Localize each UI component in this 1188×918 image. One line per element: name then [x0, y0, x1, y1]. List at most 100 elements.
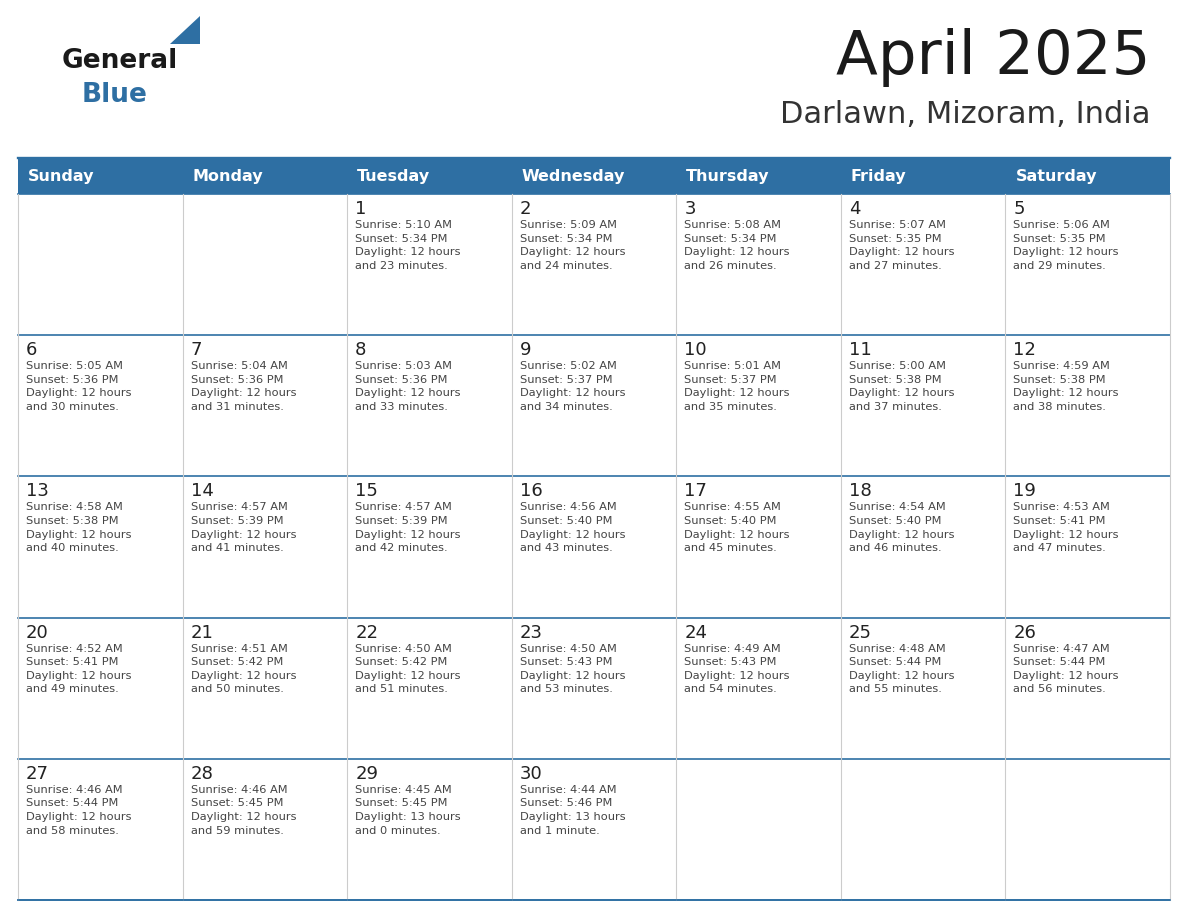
Text: April 2025: April 2025 [835, 28, 1150, 87]
Text: Sunrise: 5:00 AM
Sunset: 5:38 PM
Daylight: 12 hours
and 37 minutes.: Sunrise: 5:00 AM Sunset: 5:38 PM Dayligh… [849, 361, 954, 412]
Text: Sunrise: 5:06 AM
Sunset: 5:35 PM
Daylight: 12 hours
and 29 minutes.: Sunrise: 5:06 AM Sunset: 5:35 PM Dayligh… [1013, 220, 1119, 271]
Text: 13: 13 [26, 482, 49, 500]
Bar [347, 476, 512, 618]
Text: 9: 9 [519, 341, 531, 359]
Bar [512, 476, 676, 618]
Text: 5: 5 [1013, 200, 1025, 218]
Bar [841, 618, 1005, 759]
Bar [18, 476, 183, 618]
Text: Sunrise: 5:02 AM
Sunset: 5:37 PM
Daylight: 12 hours
and 34 minutes.: Sunrise: 5:02 AM Sunset: 5:37 PM Dayligh… [519, 361, 625, 412]
Bar [512, 194, 676, 335]
Text: 28: 28 [190, 765, 214, 783]
Text: 17: 17 [684, 482, 707, 500]
Text: Sunrise: 4:53 AM
Sunset: 5:41 PM
Daylight: 12 hours
and 47 minutes.: Sunrise: 4:53 AM Sunset: 5:41 PM Dayligh… [1013, 502, 1119, 554]
Bar [1005, 759, 1170, 900]
Text: Sunrise: 5:03 AM
Sunset: 5:36 PM
Daylight: 12 hours
and 33 minutes.: Sunrise: 5:03 AM Sunset: 5:36 PM Dayligh… [355, 361, 461, 412]
Text: 7: 7 [190, 341, 202, 359]
Text: Sunrise: 5:07 AM
Sunset: 5:35 PM
Daylight: 12 hours
and 27 minutes.: Sunrise: 5:07 AM Sunset: 5:35 PM Dayligh… [849, 220, 954, 271]
Text: 6: 6 [26, 341, 37, 359]
Text: Sunrise: 4:51 AM
Sunset: 5:42 PM
Daylight: 12 hours
and 50 minutes.: Sunrise: 4:51 AM Sunset: 5:42 PM Dayligh… [190, 644, 296, 694]
Text: Sunrise: 5:09 AM
Sunset: 5:34 PM
Daylight: 12 hours
and 24 minutes.: Sunrise: 5:09 AM Sunset: 5:34 PM Dayligh… [519, 220, 625, 271]
Bar [841, 194, 1005, 335]
Text: 3: 3 [684, 200, 696, 218]
Bar [676, 158, 841, 194]
Bar [841, 335, 1005, 476]
Text: Friday: Friday [851, 169, 906, 184]
Text: Sunrise: 4:46 AM
Sunset: 5:45 PM
Daylight: 12 hours
and 59 minutes.: Sunrise: 4:46 AM Sunset: 5:45 PM Dayligh… [190, 785, 296, 835]
Bar [18, 618, 183, 759]
Text: Sunrise: 4:50 AM
Sunset: 5:42 PM
Daylight: 12 hours
and 51 minutes.: Sunrise: 4:50 AM Sunset: 5:42 PM Dayligh… [355, 644, 461, 694]
Text: 11: 11 [849, 341, 872, 359]
Bar [512, 335, 676, 476]
Text: Sunrise: 4:45 AM
Sunset: 5:45 PM
Daylight: 13 hours
and 0 minutes.: Sunrise: 4:45 AM Sunset: 5:45 PM Dayligh… [355, 785, 461, 835]
Text: Saturday: Saturday [1016, 169, 1097, 184]
Bar [1005, 335, 1170, 476]
Bar [841, 476, 1005, 618]
Text: 10: 10 [684, 341, 707, 359]
Bar [183, 618, 347, 759]
Text: Sunrise: 5:10 AM
Sunset: 5:34 PM
Daylight: 12 hours
and 23 minutes.: Sunrise: 5:10 AM Sunset: 5:34 PM Dayligh… [355, 220, 461, 271]
Bar [676, 476, 841, 618]
Bar [841, 759, 1005, 900]
Text: Sunrise: 4:56 AM
Sunset: 5:40 PM
Daylight: 12 hours
and 43 minutes.: Sunrise: 4:56 AM Sunset: 5:40 PM Dayligh… [519, 502, 625, 554]
Text: 2: 2 [519, 200, 531, 218]
Bar [676, 335, 841, 476]
Text: Sunrise: 5:08 AM
Sunset: 5:34 PM
Daylight: 12 hours
and 26 minutes.: Sunrise: 5:08 AM Sunset: 5:34 PM Dayligh… [684, 220, 790, 271]
Text: Sunrise: 5:04 AM
Sunset: 5:36 PM
Daylight: 12 hours
and 31 minutes.: Sunrise: 5:04 AM Sunset: 5:36 PM Dayligh… [190, 361, 296, 412]
Text: 18: 18 [849, 482, 872, 500]
Bar [1005, 618, 1170, 759]
Text: Sunrise: 4:54 AM
Sunset: 5:40 PM
Daylight: 12 hours
and 46 minutes.: Sunrise: 4:54 AM Sunset: 5:40 PM Dayligh… [849, 502, 954, 554]
Text: 4: 4 [849, 200, 860, 218]
Text: Blue: Blue [82, 82, 147, 108]
Bar [347, 759, 512, 900]
Text: 20: 20 [26, 623, 49, 642]
Bar [347, 194, 512, 335]
Bar [183, 158, 347, 194]
Polygon shape [170, 16, 200, 44]
Text: 29: 29 [355, 765, 378, 783]
Text: 1: 1 [355, 200, 367, 218]
Bar [183, 476, 347, 618]
Bar [512, 618, 676, 759]
Text: Sunrise: 4:57 AM
Sunset: 5:39 PM
Daylight: 12 hours
and 42 minutes.: Sunrise: 4:57 AM Sunset: 5:39 PM Dayligh… [355, 502, 461, 554]
Bar [347, 158, 512, 194]
Text: Sunrise: 4:46 AM
Sunset: 5:44 PM
Daylight: 12 hours
and 58 minutes.: Sunrise: 4:46 AM Sunset: 5:44 PM Dayligh… [26, 785, 132, 835]
Bar [676, 194, 841, 335]
Text: Sunrise: 4:50 AM
Sunset: 5:43 PM
Daylight: 12 hours
and 53 minutes.: Sunrise: 4:50 AM Sunset: 5:43 PM Dayligh… [519, 644, 625, 694]
Text: 19: 19 [1013, 482, 1036, 500]
Bar [347, 618, 512, 759]
Text: Tuesday: Tuesday [358, 169, 430, 184]
Bar [841, 158, 1005, 194]
Text: 27: 27 [26, 765, 49, 783]
Text: Sunrise: 4:48 AM
Sunset: 5:44 PM
Daylight: 12 hours
and 55 minutes.: Sunrise: 4:48 AM Sunset: 5:44 PM Dayligh… [849, 644, 954, 694]
Text: Sunrise: 4:44 AM
Sunset: 5:46 PM
Daylight: 13 hours
and 1 minute.: Sunrise: 4:44 AM Sunset: 5:46 PM Dayligh… [519, 785, 625, 835]
Bar [18, 335, 183, 476]
Bar [18, 194, 183, 335]
Bar [1005, 476, 1170, 618]
Bar [183, 759, 347, 900]
Text: Sunrise: 4:49 AM
Sunset: 5:43 PM
Daylight: 12 hours
and 54 minutes.: Sunrise: 4:49 AM Sunset: 5:43 PM Dayligh… [684, 644, 790, 694]
Text: 16: 16 [519, 482, 543, 500]
Text: 15: 15 [355, 482, 378, 500]
Text: Sunrise: 4:52 AM
Sunset: 5:41 PM
Daylight: 12 hours
and 49 minutes.: Sunrise: 4:52 AM Sunset: 5:41 PM Dayligh… [26, 644, 132, 694]
Text: Wednesday: Wednesday [522, 169, 625, 184]
Text: Monday: Monday [192, 169, 264, 184]
Text: Sunrise: 4:55 AM
Sunset: 5:40 PM
Daylight: 12 hours
and 45 minutes.: Sunrise: 4:55 AM Sunset: 5:40 PM Dayligh… [684, 502, 790, 554]
Text: 21: 21 [190, 623, 214, 642]
Text: 23: 23 [519, 623, 543, 642]
Text: 14: 14 [190, 482, 214, 500]
Text: Darlawn, Mizoram, India: Darlawn, Mizoram, India [779, 100, 1150, 129]
Bar [512, 158, 676, 194]
Text: 25: 25 [849, 623, 872, 642]
Text: 30: 30 [519, 765, 543, 783]
Bar [512, 759, 676, 900]
Bar [347, 335, 512, 476]
Text: Sunrise: 4:47 AM
Sunset: 5:44 PM
Daylight: 12 hours
and 56 minutes.: Sunrise: 4:47 AM Sunset: 5:44 PM Dayligh… [1013, 644, 1119, 694]
Text: Sunrise: 5:01 AM
Sunset: 5:37 PM
Daylight: 12 hours
and 35 minutes.: Sunrise: 5:01 AM Sunset: 5:37 PM Dayligh… [684, 361, 790, 412]
Text: 24: 24 [684, 623, 707, 642]
Text: Sunrise: 4:58 AM
Sunset: 5:38 PM
Daylight: 12 hours
and 40 minutes.: Sunrise: 4:58 AM Sunset: 5:38 PM Dayligh… [26, 502, 132, 554]
Bar [18, 158, 183, 194]
Bar [676, 759, 841, 900]
Text: Sunrise: 4:59 AM
Sunset: 5:38 PM
Daylight: 12 hours
and 38 minutes.: Sunrise: 4:59 AM Sunset: 5:38 PM Dayligh… [1013, 361, 1119, 412]
Bar [1005, 158, 1170, 194]
